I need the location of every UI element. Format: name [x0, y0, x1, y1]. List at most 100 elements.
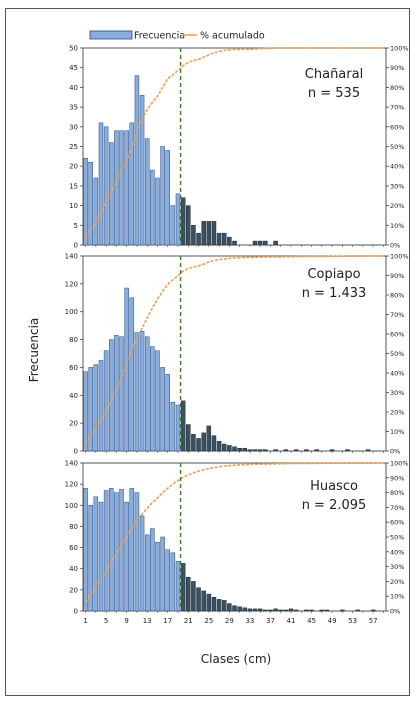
frequency-bar [329, 449, 335, 452]
cumulative-percent-line [84, 47, 384, 238]
frequency-bar [263, 240, 268, 246]
frequency-bar [124, 130, 129, 246]
x-tick-label: 9 [124, 617, 128, 625]
frequency-bar [201, 221, 206, 246]
frequency-bar [119, 130, 124, 246]
frequency-bar [83, 371, 88, 452]
legend-cumulative-label: % acumulado [200, 31, 265, 42]
pct-tick-label: 70% [390, 504, 404, 512]
x-tick-label: 33 [245, 617, 254, 625]
frequency-bar [175, 404, 181, 452]
x-tick-label: 1 [83, 617, 87, 625]
y-tick-label: 30 [69, 123, 78, 131]
frequency-bar [242, 447, 248, 452]
x-tick-label: 41 [287, 617, 296, 625]
y-tick-label: 20 [69, 420, 78, 428]
y-tick-label: 0 [74, 448, 78, 456]
frequency-bar [314, 449, 319, 452]
pct-tick-label: 40% [390, 163, 404, 171]
frequency-bar [206, 425, 212, 452]
panel-title: Copiapo [307, 267, 360, 282]
pct-tick-label: 100% [390, 460, 409, 468]
x-tick-label: 57 [369, 617, 378, 625]
panel-chanaral: 0 5 10 15 20 25 30 35 40 45 50 0% 10% 20% 30% 40% 50% 60%… [69, 45, 409, 250]
frequency-bar [268, 609, 273, 612]
pct-tick-label: 50% [390, 534, 404, 542]
frequency-bar [155, 177, 160, 246]
pct-tick-label: 80% [390, 489, 404, 497]
frequency-bar [293, 449, 299, 452]
frequency-bar [144, 534, 150, 612]
x-tick-label: 25 [204, 617, 213, 625]
y-tick-label: 60 [69, 364, 78, 372]
figure-frame [5, 8, 410, 696]
frequency-bar [180, 197, 186, 246]
frequency-bar [257, 608, 263, 612]
frequency-bar [247, 608, 253, 612]
y-tick-label: 20 [69, 586, 78, 594]
frequency-bar [340, 609, 345, 612]
panel-huasco: 0 20 40 60 80 100 120 140 0% 10% 20% 30% 40% 50% 60% 70… [65, 460, 409, 626]
frequency-bar [191, 434, 196, 452]
pct-tick-label: 70% [390, 104, 404, 112]
frequency-bar [103, 490, 109, 612]
frequency-bar [134, 75, 140, 246]
frequency-bar [180, 563, 186, 612]
frequency-bar [252, 240, 258, 246]
frequency-bar [191, 225, 196, 246]
frequency-bar [155, 350, 160, 452]
legend-frequency-swatch [89, 30, 133, 40]
y-tick-label: 0 [74, 242, 78, 250]
x-tick-label: 37 [266, 617, 275, 625]
frequency-bar [114, 335, 119, 452]
y-tick-label: 140 [65, 253, 78, 261]
frequency-bar [247, 449, 253, 452]
x-tick-label: 49 [328, 617, 337, 625]
frequency-bar [237, 606, 242, 612]
frequency-bar [365, 449, 371, 452]
frequency-bar [98, 360, 104, 452]
frequency-bar [221, 443, 227, 452]
frequency-bar [93, 364, 99, 452]
frequency-bar [83, 158, 88, 246]
frequency-bar [232, 240, 237, 246]
pct-tick-label: 0% [390, 242, 400, 250]
frequency-bar [273, 608, 278, 612]
frequency-bar [319, 609, 325, 612]
pct-tick-label: 100% [390, 253, 409, 261]
frequency-bar [165, 374, 170, 452]
y-tick-label: 80 [69, 523, 78, 531]
frequency-bar [175, 561, 181, 612]
frequency-bar [278, 609, 283, 612]
frequency-bar [108, 488, 114, 612]
frequency-bar [191, 581, 196, 612]
frequency-bar [196, 587, 201, 612]
x-axis-title: Clases (cm) [201, 652, 271, 666]
frequency-bar [221, 232, 227, 246]
frequency-bar [93, 177, 99, 246]
x-tick-label: 45 [307, 617, 316, 625]
pct-tick-label: 50% [390, 143, 404, 151]
frequency-bar [124, 287, 129, 452]
x-tick-label: 21 [184, 617, 193, 625]
pct-tick-label: 80% [390, 84, 404, 92]
pct-tick-label: 50% [390, 350, 404, 358]
frequency-bar [186, 424, 191, 452]
x-tick-label: 17 [163, 617, 172, 625]
pct-tick-label: 20% [390, 409, 404, 417]
frequency-bar [144, 336, 150, 452]
frequency-bar [186, 205, 191, 246]
frequency-bar [150, 169, 155, 246]
frequency-bar [150, 346, 155, 452]
legend: Frecuencia % acumulado [89, 30, 265, 42]
frequency-bar [227, 603, 232, 612]
frequency-bar [232, 605, 237, 612]
pct-tick-label: 10% [390, 428, 404, 436]
frequency-bar [144, 138, 150, 246]
frequency-bar [201, 432, 206, 452]
panel-n-label: n = 1.433 [302, 286, 367, 301]
frequency-bar [88, 367, 93, 452]
frequency-bar [370, 609, 376, 612]
y-tick-label: 20 [69, 163, 78, 171]
frequency-bar [170, 402, 176, 452]
